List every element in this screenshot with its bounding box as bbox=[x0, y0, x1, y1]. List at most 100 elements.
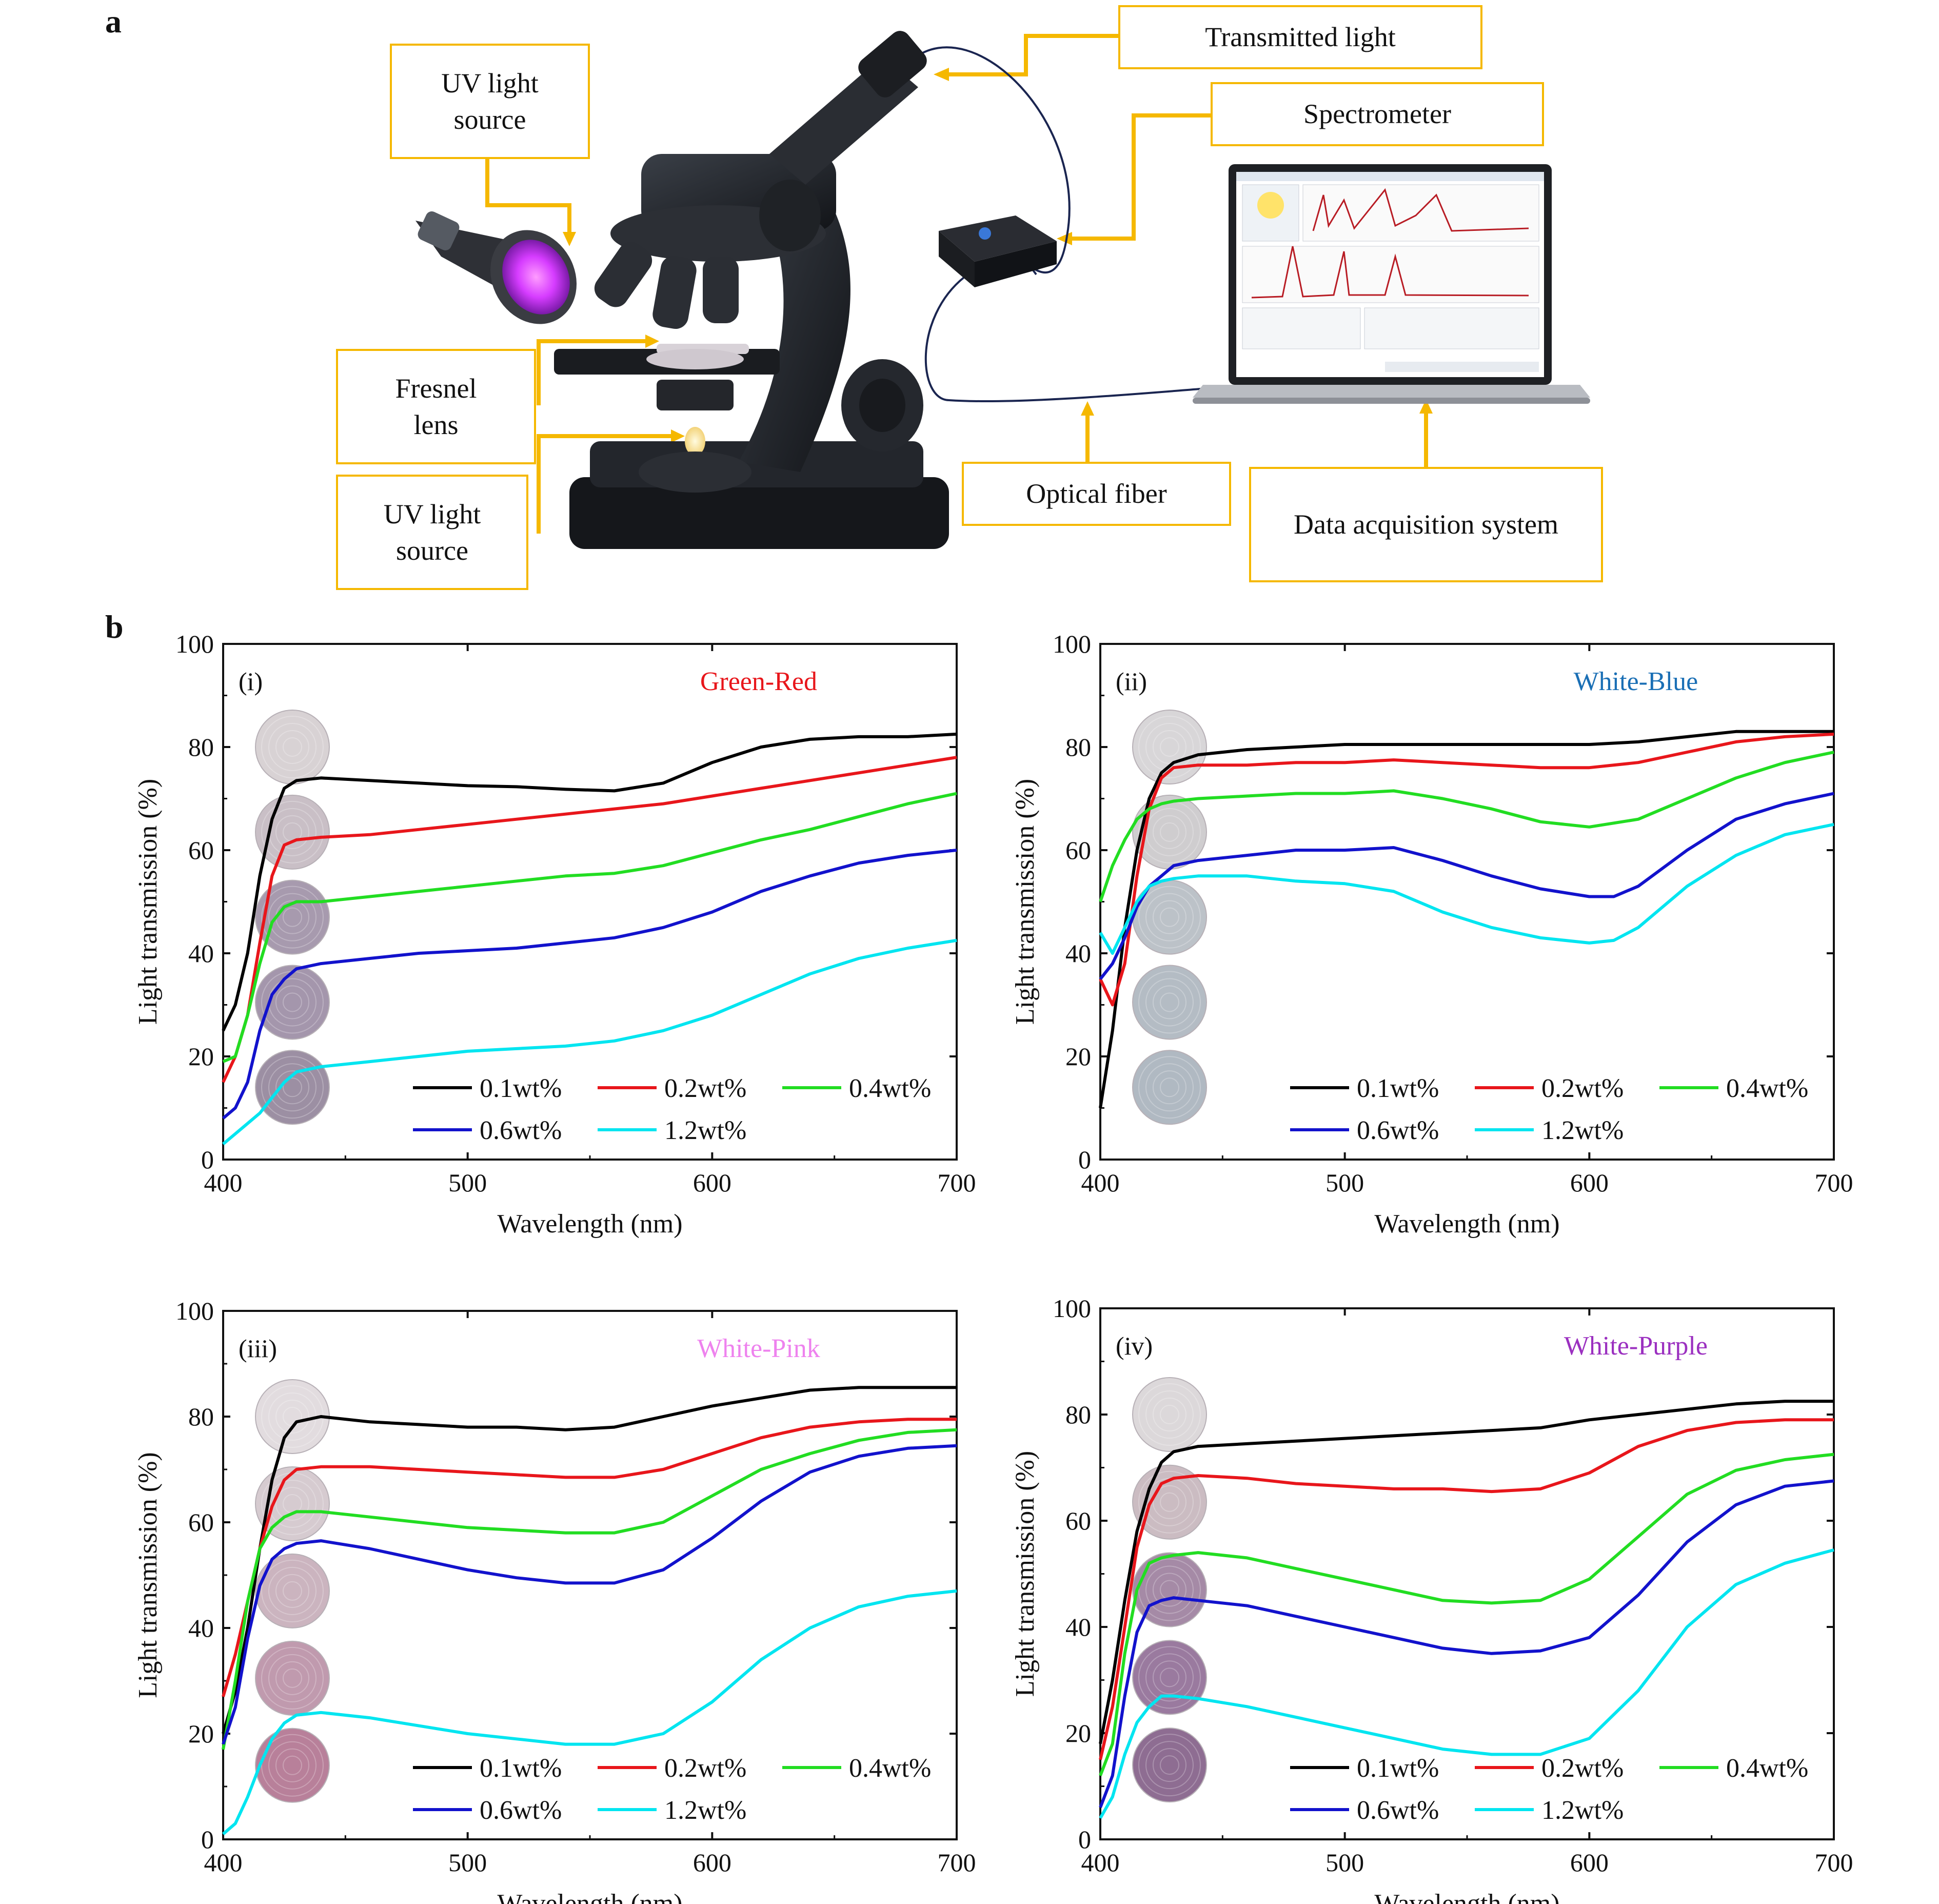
fresnel-ring bbox=[1153, 1070, 1186, 1105]
panel-id-label: (ii) bbox=[1116, 667, 1147, 696]
y-tick-label: 80 bbox=[1065, 733, 1091, 761]
fresnel-ring bbox=[283, 1668, 302, 1688]
fresnel-ring bbox=[283, 737, 302, 757]
legend-label: 0.4wt% bbox=[849, 1754, 931, 1783]
legend-label: 1.2wt% bbox=[664, 1796, 746, 1825]
x-tick-label: 600 bbox=[1570, 1168, 1609, 1197]
plot-frame bbox=[222, 1310, 958, 1840]
series-line-0.1wt% bbox=[222, 1386, 957, 1734]
sample-lens-photo bbox=[1132, 965, 1207, 1040]
fresnel-ring bbox=[1160, 907, 1179, 927]
series-line-1.2wt% bbox=[222, 1589, 957, 1835]
x-tick-label: 400 bbox=[204, 1168, 243, 1197]
series-line-0.2wt% bbox=[1099, 732, 1834, 1007]
chart-title: White-Pink bbox=[697, 1334, 820, 1363]
x-tick-label: 600 bbox=[1570, 1848, 1609, 1877]
sample-lens-photo bbox=[1132, 1552, 1207, 1627]
y-axis-title: Light transmission (%) bbox=[1011, 779, 1040, 1025]
sample-lens-photo bbox=[255, 1553, 330, 1628]
panel-id-label: (iv) bbox=[1116, 1331, 1153, 1360]
fresnel-ring bbox=[275, 1400, 309, 1434]
callout-arrowheads bbox=[563, 68, 1433, 443]
fresnel-ring bbox=[261, 886, 324, 949]
panel-b-letter: b bbox=[105, 609, 124, 645]
panel-id-label: (iii) bbox=[239, 1334, 277, 1363]
legend-label: 0.1wt% bbox=[1357, 1074, 1439, 1103]
series-line-0.2wt% bbox=[222, 756, 957, 1083]
y-tick-label: 0 bbox=[1078, 1145, 1091, 1174]
callout-fresnel-lens: Fresnel lens bbox=[336, 349, 536, 464]
fresnel-ring bbox=[283, 1581, 302, 1601]
series-line-0.6wt% bbox=[222, 1444, 957, 1745]
y-tick-label: 80 bbox=[188, 1402, 214, 1431]
callout-data-acquisition-system: Data acquisition system bbox=[1249, 467, 1603, 582]
callout-connectors bbox=[485, 34, 1428, 534]
sample-lens-photo bbox=[255, 710, 330, 784]
fresnel-ring bbox=[275, 1070, 309, 1105]
sample-lens-photo bbox=[1132, 1640, 1207, 1715]
fresnel-ring bbox=[261, 800, 324, 863]
legend-label: 0.1wt% bbox=[480, 1074, 562, 1103]
fresnel-ring bbox=[1138, 886, 1201, 949]
fresnel-ring bbox=[1153, 1660, 1186, 1695]
legend-label: 0.6wt% bbox=[480, 1796, 562, 1825]
legend-label: 0.1wt% bbox=[1357, 1754, 1439, 1783]
fresnel-ring bbox=[1138, 971, 1201, 1034]
fresnel-ring bbox=[1160, 822, 1179, 842]
y-tick-label: 100 bbox=[1053, 630, 1091, 658]
fresnel-ring bbox=[268, 893, 316, 941]
fresnel-ring bbox=[1145, 1565, 1194, 1614]
fresnel-ring bbox=[1138, 1558, 1201, 1621]
legend-label: 0.4wt% bbox=[1726, 1074, 1808, 1103]
microscope bbox=[554, 31, 949, 549]
series-line-0.4wt% bbox=[222, 1428, 957, 1750]
sample-lens-photo bbox=[1132, 1728, 1207, 1803]
fresnel-ring bbox=[1153, 1748, 1186, 1782]
panel-a-letter: a bbox=[105, 3, 122, 40]
x-tick-label: 500 bbox=[1325, 1168, 1364, 1197]
fresnel-ring bbox=[283, 1755, 302, 1775]
callout-spectrometer: Spectrometer bbox=[1211, 82, 1544, 146]
fresnel-ring bbox=[1145, 1741, 1194, 1790]
y-tick-label: 100 bbox=[175, 630, 214, 658]
x-axis-title: Wavelength (nm) bbox=[497, 1889, 682, 1904]
x-axis-title: Wavelength (nm) bbox=[1374, 1209, 1559, 1239]
laptop bbox=[1193, 164, 1590, 404]
fresnel-ring bbox=[268, 1063, 316, 1112]
y-tick-label: 0 bbox=[201, 1145, 214, 1174]
chart-panel-2: 400 500 600 700 0 20 40 60 80 100 Wavelength (nm) L… bbox=[1011, 630, 1853, 1239]
y-axis-title: Light transmission (%) bbox=[1011, 1451, 1040, 1697]
fresnel-ring bbox=[261, 1056, 324, 1119]
sample-lens-photo bbox=[255, 1640, 330, 1716]
legend-label: 0.2wt% bbox=[1541, 1074, 1624, 1103]
x-tick-label: 500 bbox=[448, 1168, 487, 1197]
fresnel-ring bbox=[1160, 992, 1179, 1012]
callout-uv-light-source-bottom: UV light source bbox=[336, 475, 528, 590]
callout-uv-light-source-top: UV light source bbox=[390, 44, 590, 159]
chart-title: Green-Red bbox=[700, 667, 817, 696]
uv-flashlight bbox=[416, 211, 577, 324]
sample-lens-photo bbox=[255, 879, 330, 955]
fresnel-ring bbox=[1160, 1405, 1179, 1424]
series-line-1.2wt% bbox=[1099, 822, 1834, 955]
legend-label: 0.1wt% bbox=[480, 1754, 562, 1783]
y-tick-label: 0 bbox=[201, 1825, 214, 1854]
spectrometer-device bbox=[939, 215, 1057, 287]
x-tick-label: 600 bbox=[693, 1168, 731, 1197]
fresnel-ring bbox=[1160, 737, 1179, 757]
fresnel-ring bbox=[1153, 900, 1186, 934]
series-line-0.1wt% bbox=[1099, 1400, 1834, 1744]
series-line-0.2wt% bbox=[222, 1418, 957, 1697]
fresnel-ring bbox=[1160, 1077, 1179, 1097]
fresnel-ring bbox=[1160, 1755, 1179, 1775]
legend-label: 0.6wt% bbox=[1357, 1116, 1439, 1145]
y-tick-label: 80 bbox=[188, 733, 214, 761]
fresnel-ring bbox=[1145, 1390, 1194, 1439]
y-axis-title: Light transmission (%) bbox=[133, 1452, 163, 1698]
fresnel-ring bbox=[268, 1566, 316, 1615]
y-tick-label: 20 bbox=[1065, 1719, 1091, 1748]
fresnel-ring bbox=[275, 1486, 309, 1521]
fresnel-ring bbox=[261, 1559, 324, 1622]
fresnel-ring bbox=[1145, 893, 1194, 941]
fresnel-ring bbox=[1153, 1573, 1186, 1607]
